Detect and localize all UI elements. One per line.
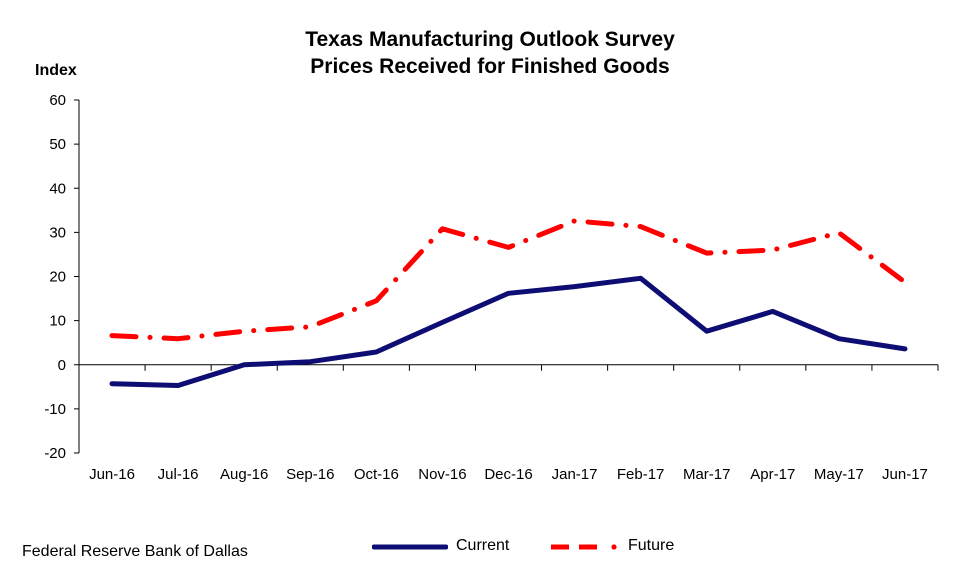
y-tick-label: 10 <box>49 313 66 330</box>
y-axis-label: Index <box>35 62 77 79</box>
y-tick-label: 20 <box>49 269 66 286</box>
x-tick-label: Jun-16 <box>89 466 135 483</box>
legend-label-future: Future <box>628 537 675 554</box>
y-tick-label: 30 <box>49 224 66 241</box>
x-tick-label: Aug-16 <box>220 466 268 483</box>
legend-item-current: Current <box>372 536 509 556</box>
x-tick-label: Jun-17 <box>882 466 928 483</box>
series-line-current <box>109 275 908 388</box>
x-tick-label: Dec-16 <box>484 466 532 483</box>
x-tick-label: Jul-16 <box>158 466 199 483</box>
legend-swatch-current <box>372 544 448 550</box>
legend-swatch-future <box>551 544 617 550</box>
legend-label-current: Current <box>456 537 510 554</box>
y-tick-label: 50 <box>49 136 66 153</box>
series-line-future <box>109 218 908 342</box>
legend-item-future: Future <box>548 536 674 556</box>
x-tick-label: Apr-17 <box>750 466 795 483</box>
chart-title-line-2: Prices Received for Finished Goods <box>310 55 670 78</box>
y-tick-label: -20 <box>44 445 66 462</box>
x-tick-label: Sep-16 <box>286 466 334 483</box>
x-tick-label: Nov-16 <box>418 466 466 483</box>
x-tick-label: Mar-17 <box>683 466 731 483</box>
chart-title-line-1: Texas Manufacturing Outlook Survey <box>305 28 675 51</box>
y-tick-label: 0 <box>58 357 66 374</box>
x-tick-label: May-17 <box>814 466 864 483</box>
y-tick-label: 40 <box>49 180 66 197</box>
x-tick-label: Oct-16 <box>354 466 399 483</box>
y-tick-label: 60 <box>49 92 66 109</box>
source-note: Federal Reserve Bank of Dallas <box>22 543 248 560</box>
x-tick-label: Jan-17 <box>552 466 598 483</box>
x-tick-label: Feb-17 <box>617 466 665 483</box>
y-tick-label: -10 <box>44 401 66 418</box>
